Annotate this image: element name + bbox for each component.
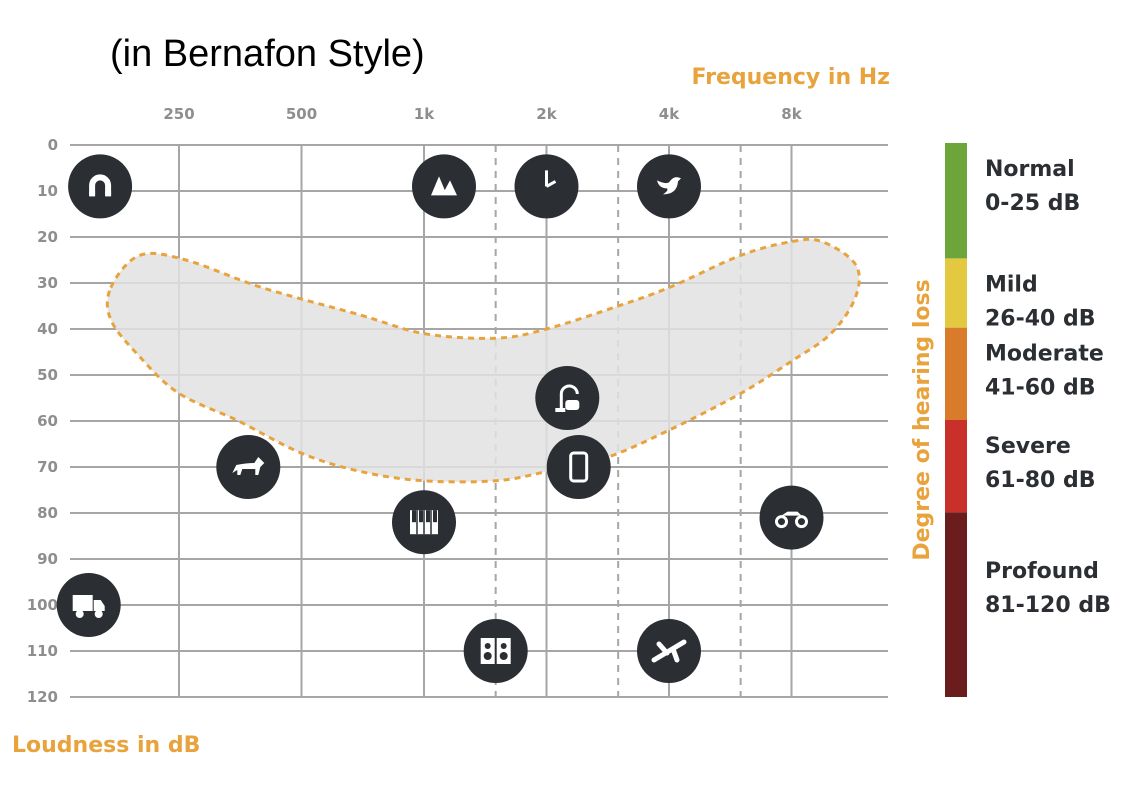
x-tick-label: 8k	[781, 105, 802, 123]
band-range: 61-80 dB	[985, 468, 1096, 493]
piano-icon	[392, 490, 456, 555]
icon-circle	[412, 154, 476, 219]
band-profound	[945, 512, 967, 697]
magnet-icon	[68, 154, 133, 219]
trees-icon	[412, 154, 476, 219]
vacuum-icon	[535, 366, 600, 430]
x-axis-title: Frequency in Hz	[691, 65, 890, 90]
band-name: Mild	[985, 272, 1038, 297]
band-range: 26-40 dB	[985, 306, 1096, 331]
icon-circle	[463, 619, 528, 683]
y-tick-label: 50	[37, 366, 58, 384]
y-tick-label: 70	[37, 458, 58, 476]
clock-icon	[514, 154, 579, 219]
tick-labels: 0 10 20 30 40 50 60 70 80 90 100 110 120 250 500 1k 2k 4k…	[27, 105, 803, 706]
hearing-loss-scale: Normal 0-25 dB Mild 26-40 dB Moderate 41-60 d…	[945, 143, 1111, 697]
x-tick-label: 1k	[414, 105, 435, 123]
subtitle: (in Bernafon Style)	[110, 33, 425, 75]
band-name: Severe	[985, 434, 1071, 459]
band-mild	[945, 258, 967, 328]
y-tick-label: 80	[37, 504, 58, 522]
y-tick-label: 0	[48, 136, 58, 154]
phone-icon	[546, 435, 611, 499]
speakers-icon	[463, 619, 528, 683]
degree-of-hearing-loss-label: Degree of hearing loss	[910, 279, 935, 560]
motorcycle-icon	[759, 485, 824, 550]
sound-icons	[56, 154, 824, 683]
y-tick-label: 10	[37, 182, 58, 200]
y-tick-label: 90	[37, 550, 58, 568]
y-tick-label: 30	[37, 274, 58, 292]
truck-icon	[56, 573, 121, 637]
x-tick-label: 500	[286, 105, 317, 123]
x-tick-label: 4k	[659, 105, 680, 123]
speech-banana	[105, 237, 861, 484]
airplane-icon	[637, 619, 701, 683]
band-range: 41-60 dB	[985, 376, 1096, 401]
y-tick-label: 20	[37, 228, 58, 246]
speech-banana-area	[105, 237, 861, 484]
band-moderate	[945, 327, 967, 420]
y-tick-label: 40	[37, 320, 58, 338]
band-name: Moderate	[985, 342, 1104, 367]
band-name: Normal	[985, 157, 1075, 182]
icon-circle	[68, 154, 133, 219]
x-tick-label: 2k	[536, 105, 557, 123]
band-normal	[945, 143, 967, 259]
bird-icon	[637, 154, 701, 219]
x-tick-label: 250	[163, 105, 194, 123]
icon-circle	[759, 485, 824, 550]
band-name: Profound	[985, 559, 1099, 584]
band-severe	[945, 420, 967, 513]
y-tick-label: 60	[37, 412, 58, 430]
y-tick-label: 110	[27, 642, 58, 660]
icon-circle	[546, 435, 611, 499]
band-range: 0-25 dB	[985, 191, 1080, 216]
icon-circle	[535, 366, 600, 430]
y-tick-label: 120	[27, 688, 58, 706]
band-range: 81-120 dB	[985, 593, 1111, 618]
dog-icon	[216, 435, 281, 499]
y-axis-title: Loudness in dB	[12, 733, 200, 758]
y-tick-label: 100	[27, 596, 58, 614]
